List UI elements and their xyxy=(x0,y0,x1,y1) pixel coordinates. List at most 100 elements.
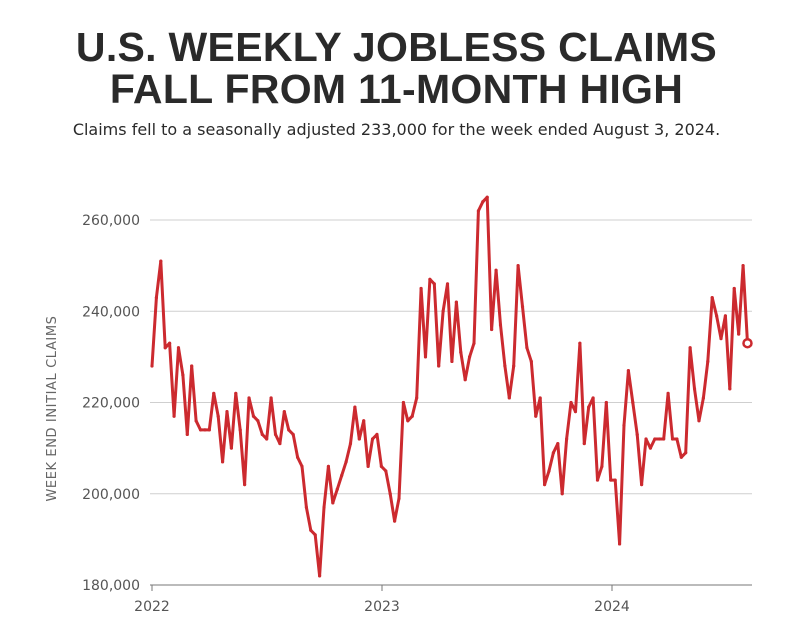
data-point xyxy=(507,396,511,400)
x-tick-label: 2022 xyxy=(134,599,170,615)
data-point xyxy=(295,455,300,459)
data-point xyxy=(362,419,366,423)
data-point xyxy=(401,400,406,405)
data-point xyxy=(657,437,661,441)
data-point xyxy=(229,446,233,450)
data-point xyxy=(498,323,503,327)
data-point xyxy=(304,505,308,510)
data-point xyxy=(723,314,728,318)
data-point xyxy=(154,295,159,300)
x-tick-label: 2023 xyxy=(364,599,400,615)
data-point xyxy=(366,464,370,468)
data-point xyxy=(322,505,326,510)
data-point xyxy=(587,405,591,409)
data-point xyxy=(503,364,507,368)
data-point xyxy=(388,492,392,496)
data-point xyxy=(617,542,622,546)
data-point xyxy=(697,419,701,423)
data-point xyxy=(706,359,710,364)
data-point xyxy=(644,437,648,441)
data-point xyxy=(300,464,304,468)
data-point xyxy=(485,195,489,199)
data-point xyxy=(494,268,498,272)
data-point xyxy=(701,396,705,400)
data-point xyxy=(666,391,670,395)
data-point xyxy=(203,428,207,432)
data-point xyxy=(591,396,595,400)
data-point xyxy=(454,300,458,304)
data-point xyxy=(318,574,322,578)
data-point xyxy=(212,391,216,395)
y-axis-label: WEEK END INITIAL CLAIMS xyxy=(45,315,60,501)
data-point xyxy=(710,295,714,300)
data-point xyxy=(344,460,348,464)
chart-title: U.S. WEEKLY JOBLESS CLAIMS FALL FROM 11-… xyxy=(0,26,793,110)
data-point xyxy=(150,364,154,368)
data-point xyxy=(715,314,719,318)
data-point xyxy=(159,259,163,263)
data-point xyxy=(278,441,282,446)
data-point xyxy=(547,469,551,473)
data-point xyxy=(415,396,419,400)
data-point xyxy=(313,533,317,537)
data-point xyxy=(291,432,295,437)
data-point xyxy=(635,432,639,437)
data-point xyxy=(556,441,560,446)
data-point xyxy=(578,341,582,345)
data-point xyxy=(326,464,331,468)
data-point xyxy=(432,282,436,286)
data-point xyxy=(225,410,229,414)
data-point xyxy=(688,346,692,350)
chart-title-line-1: U.S. WEEKLY JOBLESS CLAIMS xyxy=(75,24,718,70)
data-point xyxy=(243,483,247,487)
series-line xyxy=(150,195,749,578)
y-tick-label: 220,000 xyxy=(82,396,140,412)
data-point xyxy=(732,286,736,291)
data-point xyxy=(393,519,397,523)
series-layer xyxy=(150,195,753,578)
data-point xyxy=(604,400,608,405)
data-point xyxy=(459,350,463,354)
data-point xyxy=(198,428,203,432)
data-point xyxy=(670,437,675,441)
data-point xyxy=(357,437,361,441)
data-point xyxy=(176,346,181,350)
data-point xyxy=(609,478,613,482)
data-point xyxy=(450,359,454,364)
data-point xyxy=(181,373,185,377)
data-point xyxy=(737,332,741,336)
data-point xyxy=(163,346,167,350)
data-point xyxy=(406,419,410,423)
chart-title-line-2: FALL FROM 11-MONTH HIGH xyxy=(109,66,684,112)
data-point xyxy=(613,478,617,482)
data-point xyxy=(216,414,220,418)
y-tick-label: 260,000 xyxy=(82,213,140,229)
x-tick-label: 2024 xyxy=(594,599,630,615)
gridlines xyxy=(150,219,752,591)
data-point xyxy=(353,405,357,409)
data-point xyxy=(569,400,573,405)
data-point xyxy=(476,209,481,213)
data-point xyxy=(194,419,198,423)
data-point xyxy=(273,432,278,437)
data-point xyxy=(445,282,450,286)
data-point xyxy=(384,469,388,473)
data-point xyxy=(423,355,428,359)
data-point xyxy=(525,346,529,350)
data-point xyxy=(309,528,313,532)
data-point xyxy=(168,341,172,345)
data-point xyxy=(234,391,238,395)
data-point xyxy=(172,414,176,418)
data-point xyxy=(238,428,242,432)
data-point xyxy=(565,437,569,441)
chart-subtitle: Claims fell to a seasonally adjusted 233… xyxy=(72,120,721,139)
y-tick-label: 200,000 xyxy=(82,487,140,503)
latest-point-marker xyxy=(742,337,753,349)
data-point xyxy=(375,432,379,437)
data-point xyxy=(520,305,525,309)
data-point xyxy=(287,428,291,432)
data-point xyxy=(551,451,555,455)
data-point xyxy=(265,437,269,441)
data-point xyxy=(419,286,423,291)
data-point xyxy=(220,460,225,464)
